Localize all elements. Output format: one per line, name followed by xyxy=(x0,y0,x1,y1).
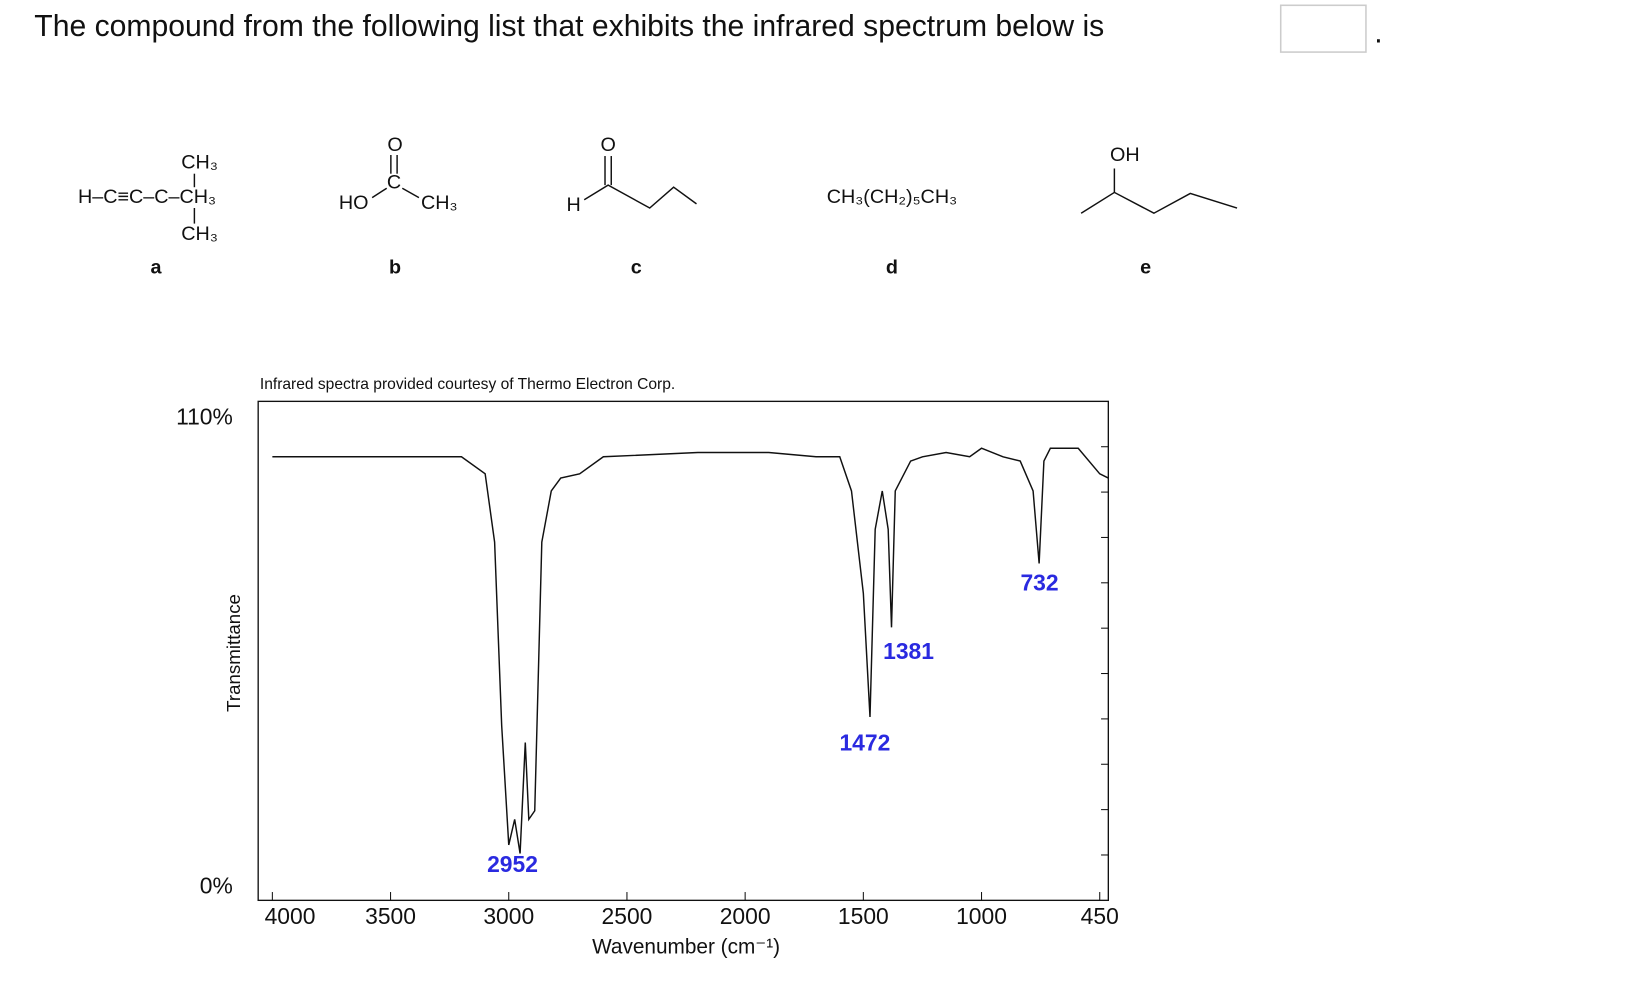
x-tick-label: 2500 xyxy=(602,903,653,929)
x-axis-label: Wavenumber (cm⁻¹) xyxy=(592,936,780,959)
bond xyxy=(401,187,420,199)
compound-label: a xyxy=(150,257,162,279)
compound-label: e xyxy=(1140,257,1151,279)
x-tick-label: 450 xyxy=(1081,903,1119,929)
atom-text: OH xyxy=(1110,144,1140,166)
x-tick-label: 3500 xyxy=(365,903,416,929)
peak-label: 1381 xyxy=(883,638,934,664)
question-text: The compound from the following list tha… xyxy=(34,10,1104,43)
skeleton xyxy=(1080,191,1238,215)
atom-text: O xyxy=(387,134,402,156)
peak-label: 2952 xyxy=(487,851,538,877)
y-tick-label: 110% xyxy=(176,403,233,429)
compound-d: CH₃(CH₂)₅CH₃ d xyxy=(827,186,957,279)
x-tick-label: 1500 xyxy=(838,903,889,929)
atom-text: C xyxy=(387,171,401,193)
y-tick-label: 0% xyxy=(200,873,233,899)
chart-title: Infrared spectra provided courtesy of Th… xyxy=(260,376,675,393)
x-tick-label: 4000 xyxy=(265,903,316,929)
spectrum-line xyxy=(272,447,1109,854)
compound-e: OH e xyxy=(1080,144,1238,279)
formula-text: CH₃(CH₂)₅CH₃ xyxy=(827,186,957,208)
compound-label: b xyxy=(389,257,401,279)
atom-text: HO xyxy=(339,192,369,214)
peak-label: 1472 xyxy=(839,729,890,755)
group-text: CH₃ xyxy=(181,223,218,245)
x-tick-label: 1000 xyxy=(956,903,1007,929)
atom-text: O xyxy=(600,134,615,156)
group-text: H–C≡C–C–CH₃ xyxy=(78,186,216,208)
compound-c: O H c xyxy=(567,134,697,279)
x-tick-label: 2000 xyxy=(720,903,771,929)
atom-text: CH₃ xyxy=(421,192,458,214)
plot-frame xyxy=(257,400,1110,902)
answer-box[interactable] xyxy=(1279,4,1367,53)
x-tick-label: 3000 xyxy=(483,903,534,929)
group-text: CH₃ xyxy=(181,152,218,174)
compound-label: c xyxy=(631,257,642,279)
compound-label: d xyxy=(886,257,898,279)
question-end: . xyxy=(1374,16,1382,49)
compound-b: O C HO CH₃ b xyxy=(339,134,458,279)
y-axis-label: Transmittance xyxy=(223,594,244,712)
atom-text: H xyxy=(567,194,581,216)
compound-a: CH₃ H–C≡C–C–CH₃ CH₃ a xyxy=(78,152,218,279)
peak-label: 732 xyxy=(1020,569,1058,595)
skeleton xyxy=(583,184,697,209)
bond xyxy=(371,187,388,199)
